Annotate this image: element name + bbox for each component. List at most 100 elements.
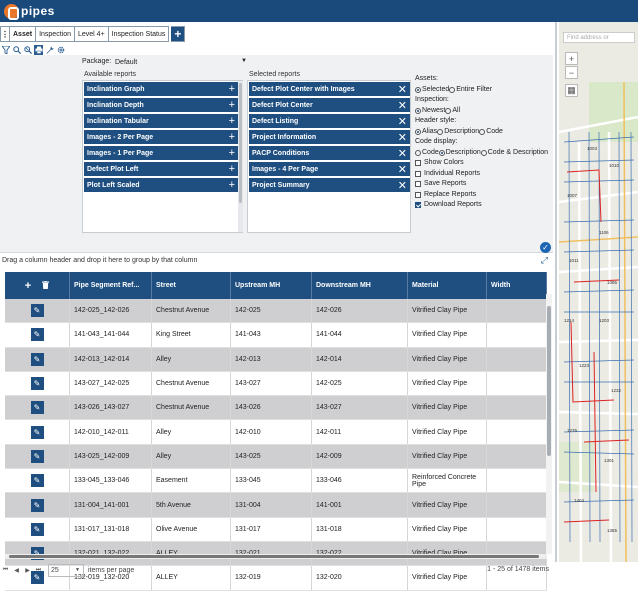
inspection-newest-radio[interactable] xyxy=(415,107,421,114)
add-report-icon[interactable]: + xyxy=(228,163,235,175)
remove-report-icon[interactable]: ✕ xyxy=(397,99,407,112)
column-header-upstream-mh[interactable]: Upstream MH xyxy=(231,272,312,299)
selected-report-item[interactable]: Defect Plot Center ✕ xyxy=(249,98,410,112)
selected-report-item[interactable]: Images - 4 Per Page ✕ xyxy=(249,162,410,176)
table-row[interactable]: ✎ 143-027_142-025 Chestnut Avenue 143-027 14… xyxy=(5,371,547,397)
table-row[interactable]: ✎ 131-004_141-001 5th Avenue 131-004 141-001… xyxy=(5,493,547,518)
remove-report-icon[interactable]: ✕ xyxy=(397,115,407,128)
next-page-icon[interactable]: ▶ xyxy=(25,567,30,574)
column-header-downstream-mh[interactable]: Downstream MH xyxy=(312,272,408,299)
expand-icon[interactable]: ⤢ xyxy=(540,255,548,265)
layers-icon[interactable]: ▦ xyxy=(565,84,578,97)
available-report-item[interactable]: Images - 2 Per Page + xyxy=(84,130,238,144)
inspection-all-radio[interactable] xyxy=(445,107,452,114)
selected-report-item[interactable]: Project Summary ✕ xyxy=(249,178,410,192)
run-reports-check-icon[interactable]: ✓ xyxy=(540,242,551,253)
remove-report-icon[interactable]: ✕ xyxy=(397,131,407,144)
add-row-button[interactable]: + xyxy=(24,279,32,292)
zoom-out-button[interactable]: − xyxy=(565,66,578,79)
add-report-icon[interactable]: + xyxy=(228,99,235,111)
search-icon[interactable] xyxy=(12,45,21,56)
prev-page-icon[interactable]: ◀ xyxy=(14,567,19,574)
table-row[interactable]: ✎ 131-017_131-018 Olive Avenue 131-017 131-0… xyxy=(5,517,547,542)
replace-reports-checkbox[interactable] xyxy=(415,191,421,198)
map-search-input[interactable]: Find address or xyxy=(563,32,635,43)
add-report-icon[interactable]: + xyxy=(228,147,235,159)
download-reports-checkbox[interactable] xyxy=(415,202,421,209)
code-description-radio[interactable] xyxy=(438,149,445,156)
table-row[interactable]: ✎ 141-043_141-044 King Street 141-043 141-04… xyxy=(5,323,547,348)
table-row[interactable]: ✎ 142-010_142-011 Alley 142-010 142-011 Vitri… xyxy=(5,420,547,445)
header-alias-radio[interactable] xyxy=(415,128,421,135)
first-page-icon[interactable]: ⏮ xyxy=(2,566,9,573)
trash-icon[interactable] xyxy=(42,280,50,292)
edit-pencil-icon[interactable]: ✎ xyxy=(30,352,44,366)
add-report-icon[interactable]: + xyxy=(228,131,235,143)
edit-pencil-icon[interactable]: ✎ xyxy=(30,328,44,342)
selected-report-item[interactable]: Defect Plot Center with Images ✕ xyxy=(249,82,410,96)
remove-report-icon[interactable]: ✕ xyxy=(397,179,407,192)
remove-report-icon[interactable]: ✕ xyxy=(397,83,407,96)
print-icon[interactable] xyxy=(34,44,43,56)
header-description-radio[interactable] xyxy=(437,128,444,135)
edit-pencil-icon[interactable]: ✎ xyxy=(30,449,44,463)
tab-inspection-status[interactable]: Inspection Status xyxy=(108,26,170,42)
selected-report-item[interactable]: Project Information ✕ xyxy=(249,130,410,144)
table-row[interactable]: ✎ 142-013_142-014 Alley 142-013 142-014 Vitri… xyxy=(5,347,547,372)
tab-level-4[interactable]: Level 4+ xyxy=(75,26,109,42)
add-report-icon[interactable]: + xyxy=(228,115,235,127)
table-row[interactable]: ✎ 142-025_142-026 Chestnut Avenue 142-025 14… xyxy=(5,299,547,324)
save-reports-checkbox[interactable] xyxy=(415,181,421,188)
remove-report-icon[interactable]: ✕ xyxy=(397,147,407,160)
individual-reports-checkbox[interactable] xyxy=(415,170,421,177)
column-header-width[interactable]: Width xyxy=(487,272,547,299)
filter-icon[interactable] xyxy=(1,45,10,56)
available-report-item[interactable]: Defect Plot Left + xyxy=(84,162,238,176)
map-view[interactable]: 1003 1010 1007 1106 1011 1085 1214 1203 1223 1… xyxy=(559,22,638,562)
edit-pencil-icon[interactable]: ✎ xyxy=(30,425,44,439)
gear-icon[interactable] xyxy=(56,45,65,56)
column-header-pipe-segment[interactable]: Pipe Segment Ref... xyxy=(70,272,152,299)
package-select[interactable]: Default ▼ xyxy=(115,57,247,67)
add-report-icon[interactable]: + xyxy=(228,83,235,95)
edit-pencil-icon[interactable]: ✎ xyxy=(30,474,44,488)
column-header-material[interactable]: Material xyxy=(408,272,487,299)
wrench-icon[interactable] xyxy=(45,45,54,56)
group-by-bar[interactable]: Drag a column header and drop it here to… xyxy=(0,253,553,267)
remove-report-icon[interactable]: ✕ xyxy=(397,163,407,176)
edit-pencil-icon[interactable]: ✎ xyxy=(30,498,44,512)
page-size-select[interactable]: 25 ▼ xyxy=(48,563,84,577)
available-report-item[interactable]: Plot Left Scaled + xyxy=(84,178,238,192)
available-scrollbar[interactable] xyxy=(238,81,243,232)
table-row[interactable]: ✎ 143-025_142-009 Alley 143-025 142-009 Vitri… xyxy=(5,444,547,470)
tab-menu-button[interactable]: ⋮ xyxy=(0,26,10,42)
edit-pencil-icon[interactable]: ✎ xyxy=(30,522,44,536)
edit-pencil-icon[interactable]: ✎ xyxy=(30,304,44,318)
assets-entire-radio[interactable] xyxy=(449,86,456,93)
selected-report-item[interactable]: Defect Listing ✕ xyxy=(249,114,410,128)
available-report-item[interactable]: Inclination Tabular + xyxy=(84,114,238,128)
available-report-item[interactable]: Images - 1 Per Page + xyxy=(84,146,238,160)
selected-report-item[interactable]: PACP Conditions ✕ xyxy=(249,146,410,160)
edit-pencil-icon[interactable]: ✎ xyxy=(30,377,44,391)
available-report-item[interactable]: Inclination Graph + xyxy=(84,82,238,96)
table-row[interactable]: ✎ 133-045_133-046 Easement 133-045 133-046 Re… xyxy=(5,469,547,494)
last-page-icon[interactable]: ⏭ xyxy=(35,566,42,573)
grid-vertical-scrollbar[interactable] xyxy=(546,294,552,554)
zoom-in-button[interactable]: + xyxy=(565,52,578,65)
grid-horizontal-scrollbar[interactable] xyxy=(5,554,547,559)
code-code-radio[interactable] xyxy=(415,149,421,156)
code-both-radio[interactable] xyxy=(480,149,487,156)
add-tab-button[interactable]: + xyxy=(171,26,186,42)
tab-asset[interactable]: Asset xyxy=(10,26,37,42)
available-report-item[interactable]: Inclination Depth + xyxy=(84,98,238,112)
header-code-radio[interactable] xyxy=(479,128,486,135)
table-row[interactable]: ✎ 143-026_143-027 Chestnut Avenue 143-026 14… xyxy=(5,396,547,421)
column-header-street[interactable]: Street xyxy=(152,272,231,299)
edit-pencil-icon[interactable]: ✎ xyxy=(30,401,44,415)
assets-selected-radio[interactable] xyxy=(415,86,421,93)
show-colors-checkbox[interactable] xyxy=(415,160,421,167)
search-reset-icon[interactable] xyxy=(23,45,32,56)
tab-inspection[interactable]: Inspection xyxy=(36,26,75,42)
add-report-icon[interactable]: + xyxy=(228,179,235,191)
